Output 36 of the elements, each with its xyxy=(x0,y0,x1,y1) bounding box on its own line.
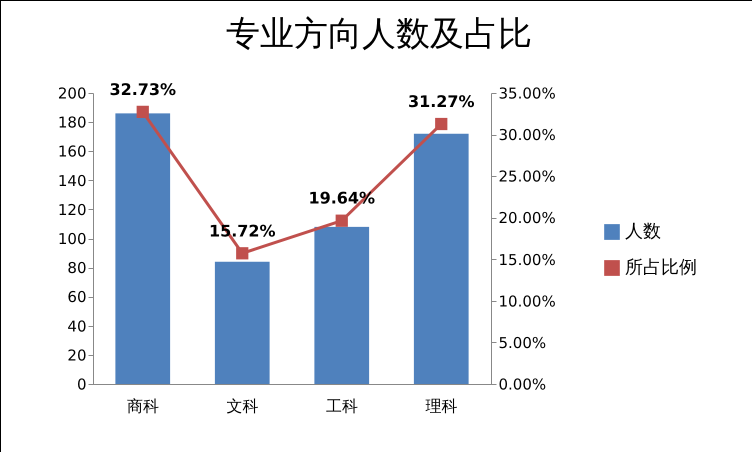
y2-tick-label: 5.00% xyxy=(498,334,546,352)
y-tick-label: 200 xyxy=(58,84,86,102)
point xyxy=(435,118,448,130)
y-tick-label: 80 xyxy=(67,259,86,278)
y2-tick-label: 25.00% xyxy=(498,168,556,186)
y2-tick-label: 30.00% xyxy=(498,126,556,144)
y-tick-label: 160 xyxy=(58,142,86,161)
point xyxy=(336,214,348,227)
y-tick-label: 140 xyxy=(58,172,86,190)
y-tick-label: 60 xyxy=(67,288,86,306)
chart-title: 专业方向人数及占比 xyxy=(226,14,532,54)
y-tick-label: 20 xyxy=(67,346,86,364)
x-tick-label: 文科 xyxy=(226,396,258,416)
y-tick-label: 0 xyxy=(76,376,86,394)
point xyxy=(136,106,149,118)
y-tick-label: 180 xyxy=(58,114,86,132)
y2-tick-label: 20.00% xyxy=(498,209,556,228)
x-tick-label: 商科 xyxy=(126,396,159,416)
point xyxy=(236,247,248,260)
bar xyxy=(115,113,170,384)
data-label: 31.27% xyxy=(408,92,475,112)
y-tick-label: 100 xyxy=(58,230,86,248)
x-tick-label: 工科 xyxy=(326,396,358,416)
y2-tick-label: 10.00% xyxy=(498,292,556,310)
y-tick-label: 120 xyxy=(58,200,86,219)
data-label: 32.73% xyxy=(109,80,176,99)
y2-tick-label: 0.00% xyxy=(498,376,546,394)
y-tick-label: 40 xyxy=(67,317,86,336)
x-tick-label: 理科 xyxy=(425,396,458,416)
bar xyxy=(414,134,469,384)
y2-tick-label: 15.00% xyxy=(498,250,556,269)
y2-tick-label: 35.00% xyxy=(498,84,556,102)
legend-label: 所占比例 xyxy=(625,257,697,278)
bar xyxy=(314,226,370,384)
legend-label: 人数 xyxy=(625,221,661,242)
bar xyxy=(214,262,270,384)
